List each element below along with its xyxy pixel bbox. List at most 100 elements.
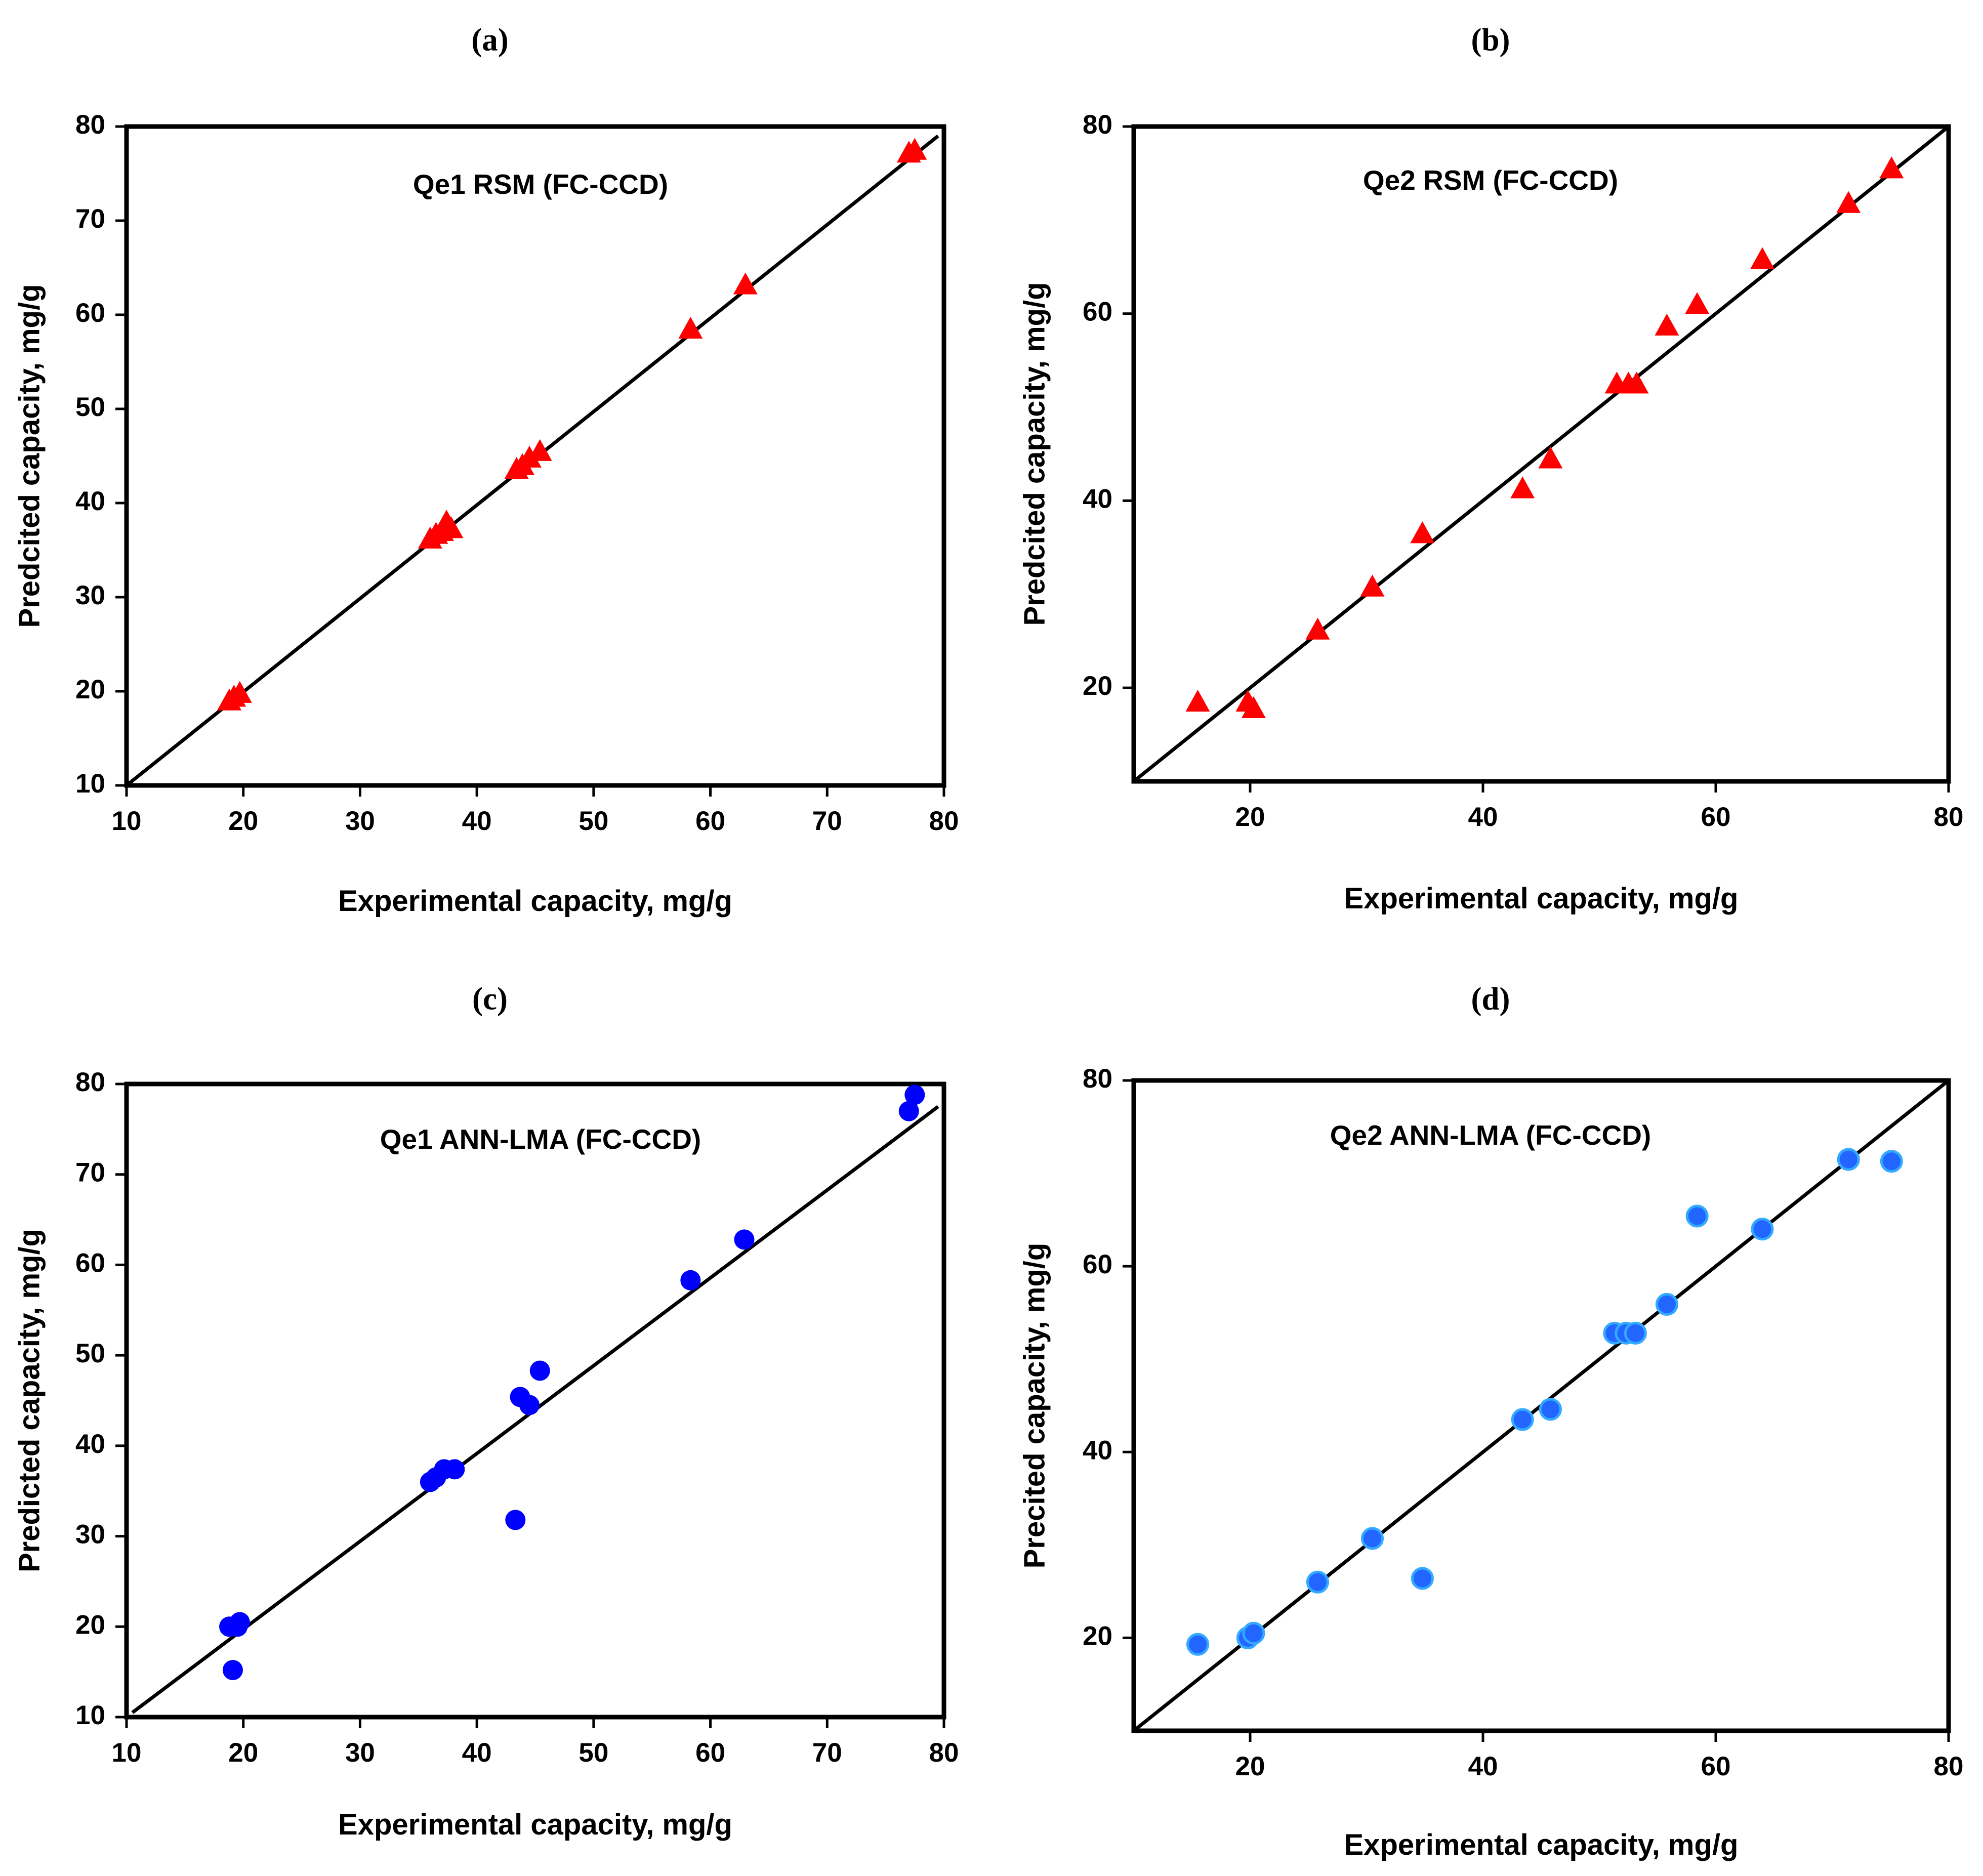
x-tick-label: 20: [1235, 802, 1265, 832]
x-tick-label: 60: [695, 1738, 725, 1768]
x-tick-label: 40: [1468, 1752, 1498, 1781]
y-tick-label: 60: [1083, 1249, 1112, 1279]
data-point: [1306, 1570, 1329, 1594]
chart-title: Qe1 RSM (FC-CCD): [413, 169, 668, 200]
data-point: [1305, 617, 1330, 640]
x-tick-label: 80: [929, 1738, 959, 1768]
y-tick-label: 40: [75, 1429, 105, 1459]
panel-label: (b): [1471, 22, 1510, 57]
x-tick-label: 50: [579, 806, 608, 836]
y-tick-label: 30: [75, 580, 105, 610]
x-tick-label: 20: [1235, 1752, 1265, 1781]
x-tick-label: 30: [345, 1738, 375, 1768]
y-tick-label: 30: [75, 1520, 105, 1550]
plot-frame: [1131, 1078, 1951, 1733]
data-point: [680, 1270, 701, 1290]
chart-title: Qe2 ANN-LMA (FC-CCD): [1330, 1119, 1651, 1151]
x-tick-label: 70: [812, 806, 842, 836]
data-point: [1361, 1527, 1384, 1550]
data-point: [1410, 521, 1435, 544]
panel-label: (a): [471, 22, 508, 57]
data-point: [519, 1395, 540, 1415]
x-tick-label: 80: [929, 806, 959, 836]
x-tick-label: 40: [462, 1738, 492, 1768]
data-point: [1241, 696, 1266, 719]
data-point: [1242, 1621, 1265, 1645]
y-tick-label: 20: [75, 675, 105, 704]
data-point: [1750, 247, 1774, 269]
data-point: [1880, 1150, 1903, 1173]
y-tick-label: 40: [75, 486, 105, 516]
data-point: [1538, 446, 1563, 469]
y-tick-label: 10: [75, 1700, 105, 1730]
y-tick-label: 60: [75, 1248, 105, 1278]
chart-panel-1: (a) 10 20 30 40 50 60 70 80 10 20 30 40 50 60 70 80 Exper…: [13, 22, 959, 918]
data-point: [733, 272, 758, 295]
y-tick-label: 20: [1083, 1621, 1112, 1651]
y-tick-label: 50: [75, 1339, 105, 1368]
plot-frame: [1131, 124, 1951, 784]
data-point: [904, 1085, 925, 1105]
data-point: [1685, 1204, 1709, 1228]
x-axis-title: Experimental capacity, mg/g: [338, 885, 732, 918]
data-point: [527, 439, 552, 461]
data-point: [439, 516, 464, 538]
data-point: [1879, 156, 1904, 179]
data-point: [734, 1229, 755, 1250]
data-point: [902, 138, 927, 160]
data-point: [1751, 1218, 1774, 1241]
y-tick-label: 70: [75, 204, 105, 234]
plot-frame: [124, 124, 946, 788]
x-axis-title: Experimental capacity, mg/g: [1344, 1828, 1739, 1861]
y-axis-title: Precited capacity, mg/g: [1018, 1243, 1051, 1569]
chart-title: Qe2 RSM (FC-CCD): [1363, 164, 1618, 196]
data-point: [1685, 292, 1710, 314]
data-point: [898, 1101, 919, 1121]
y-tick-label: 20: [75, 1610, 105, 1640]
x-tick-label: 60: [695, 806, 725, 836]
x-tick-label: 80: [1934, 802, 1964, 832]
x-tick-label: 80: [1934, 1752, 1964, 1781]
data-point: [1510, 476, 1535, 498]
x-tick-label: 60: [1701, 1752, 1731, 1781]
y-tick-label: 60: [75, 298, 105, 328]
y-tick-label: 70: [75, 1158, 105, 1188]
data-point: [505, 1510, 526, 1530]
data-point: [222, 1660, 243, 1681]
data-point: [529, 1360, 550, 1381]
chart-panel-2: (b) 20 40 60 80 20 40 60 80 Experimental capacity…: [1018, 22, 1963, 915]
data-point: [678, 316, 703, 339]
y-tick-label: 80: [1083, 1064, 1112, 1094]
x-axis-title: Experimental capacity, mg/g: [338, 1808, 732, 1841]
y-tick-label: 80: [75, 1067, 105, 1097]
x-tick-label: 10: [112, 1738, 142, 1768]
data-point: [1185, 689, 1210, 712]
y-axis-title: Predcited capacity, mg/g: [1018, 282, 1051, 626]
data-point: [1186, 1633, 1209, 1656]
data-point: [1655, 1293, 1678, 1316]
chart-panel-4: (d) 20 40 60 80 20 40 60 80 Experimental capacity…: [1018, 981, 1963, 1861]
chart-title: Qe1 ANN-LMA (FC-CCD): [380, 1123, 701, 1155]
x-tick-label: 20: [228, 1738, 258, 1768]
data-point: [1511, 1408, 1534, 1431]
y-tick-label: 20: [1083, 671, 1112, 701]
x-tick-label: 10: [112, 806, 142, 836]
y-tick-label: 40: [1083, 1435, 1112, 1465]
y-tick-label: 10: [75, 769, 105, 799]
x-tick-label: 20: [228, 806, 258, 836]
data-point: [227, 681, 252, 703]
y-axis-title: Predcited capacity, mg/g: [13, 284, 46, 628]
data-point: [1837, 1148, 1860, 1171]
x-tick-label: 40: [1468, 802, 1498, 832]
y-tick-label: 80: [1083, 110, 1112, 140]
x-tick-label: 50: [579, 1738, 608, 1768]
x-tick-label: 60: [1701, 802, 1731, 832]
data-point: [229, 1612, 250, 1633]
x-tick-label: 70: [812, 1738, 842, 1768]
data-point: [1836, 191, 1861, 213]
panel-label: (c): [472, 981, 508, 1016]
data-point: [1624, 371, 1649, 394]
x-tick-label: 30: [345, 806, 375, 836]
data-point: [1624, 1321, 1647, 1345]
